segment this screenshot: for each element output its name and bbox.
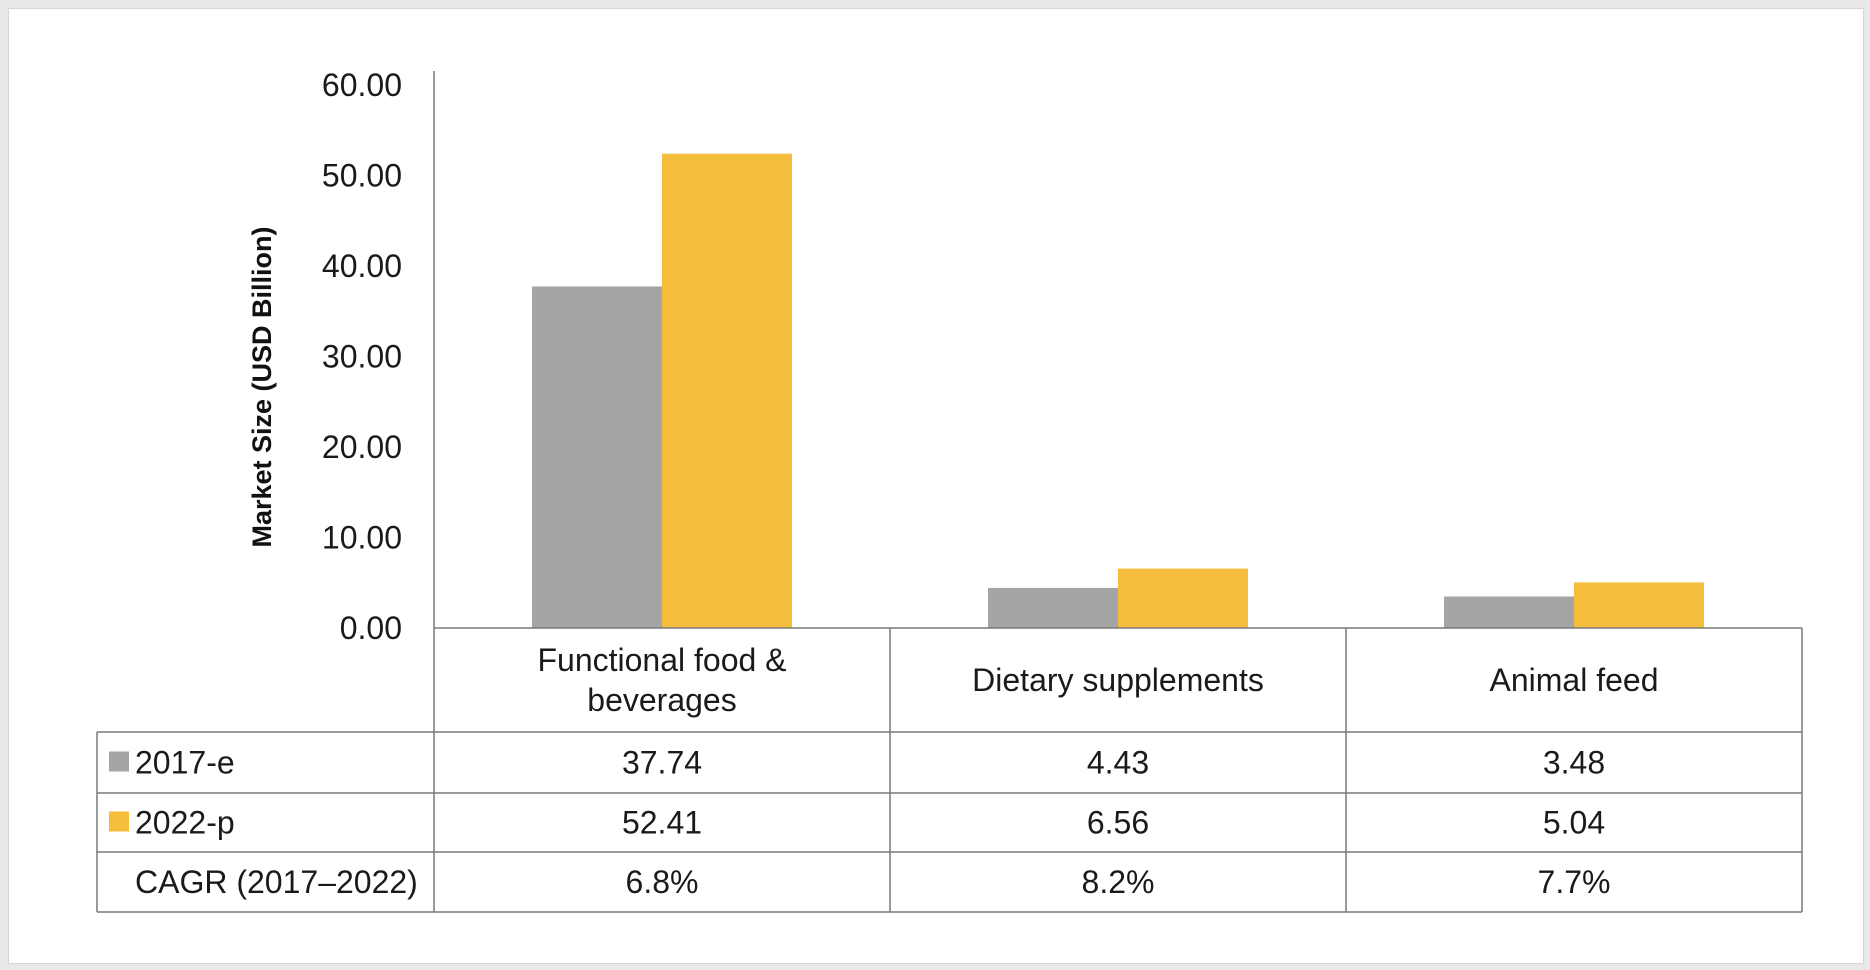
y-tick-label: 30.00 [322,339,402,375]
y-tick-label: 10.00 [322,520,402,556]
category-label: Functional food & [537,642,786,678]
table-row-label: 2017-e [135,745,235,781]
bar-2022-p-0 [662,153,792,628]
category-label: Dietary supplements [972,662,1264,698]
table-cell-value: 52.41 [622,805,702,841]
table-cell-value: 5.04 [1543,805,1605,841]
table-row-label: CAGR (2017–2022) [135,864,418,900]
y-tick-label: 20.00 [322,429,402,465]
bar-2022-p-2 [1574,582,1704,628]
bar-2017-e-0 [532,286,662,628]
legend-swatch-2022-p [109,811,129,832]
table-cell-value: 8.2% [1082,864,1155,900]
y-tick-label: 60.00 [322,67,402,103]
market-size-chart: 0.00 10.00 20.00 30.00 40.00 50.00 60.00 2017-… [96,67,1803,913]
bar-2017-e-2 [1444,596,1574,628]
table-cell-value: 6.8% [626,864,699,900]
legend-swatch-2017-e [109,751,129,772]
bar-2017-e-1 [988,587,1118,628]
table-cell-value: 7.7% [1538,864,1611,900]
bars [532,153,1704,628]
table-cell-value: 3.48 [1543,745,1605,781]
y-tick-label: 0.00 [340,610,402,646]
y-tick-label: 50.00 [322,158,402,194]
table-cell-value: 4.43 [1087,745,1149,781]
category-label: beverages [587,682,736,718]
data-table: 2017-e 37.74 4.43 3.48 2022-p 52.41 6.56 5.04 CA… [96,71,1803,913]
chart-frame: 0.00 10.00 20.00 30.00 40.00 50.00 60.00 2017-… [8,8,1864,964]
bar-2022-p-1 [1118,568,1248,628]
table-row-label: 2022-p [135,805,235,841]
y-axis-label: Market Size (USD Billion) [247,226,277,547]
y-axis-ticks: 0.00 10.00 20.00 30.00 40.00 50.00 60.00 [322,67,402,646]
category-label: Animal feed [1490,662,1659,698]
y-tick-label: 40.00 [322,248,402,284]
table-cell-value: 6.56 [1087,805,1149,841]
category-labels: Functional food & beverages Dietary supple… [537,642,1658,718]
table-cell-value: 37.74 [622,745,702,781]
